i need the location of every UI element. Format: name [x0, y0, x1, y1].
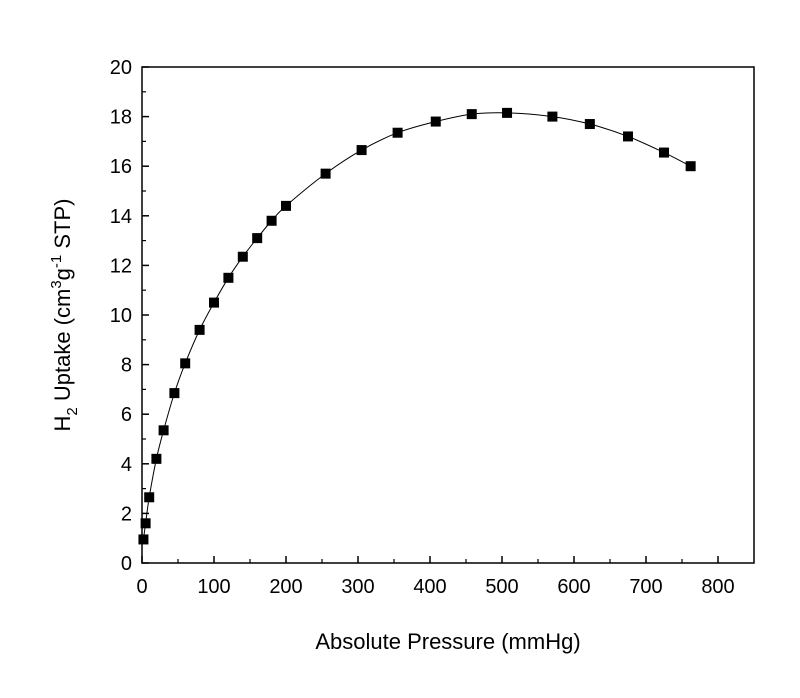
data-point — [502, 107, 513, 118]
y-axis-title-prefix: H — [50, 416, 75, 432]
data-point — [158, 425, 169, 436]
data-point — [623, 131, 633, 142]
y-axis-title: H2 Uptake (cm3g-1 STP) — [48, 199, 81, 432]
data-point — [466, 109, 477, 120]
y-tick-label: 6 — [121, 404, 132, 426]
x-tick-label: 800 — [701, 576, 734, 598]
y-tick-label: 14 — [110, 206, 132, 228]
y-tick-label: 4 — [121, 454, 132, 476]
data-point — [659, 147, 669, 158]
x-tick-label: 200 — [269, 576, 302, 598]
data-point — [356, 145, 367, 156]
x-tick-label: 0 — [136, 576, 147, 598]
plot-frame — [141, 66, 755, 564]
x-tick-label: 400 — [413, 576, 446, 598]
x-tick-label: 500 — [485, 576, 518, 598]
data-point — [685, 161, 696, 172]
y-axis-title-suffix: STP) — [50, 199, 75, 255]
data-point — [144, 492, 155, 503]
data-point — [138, 534, 149, 545]
data-point — [281, 200, 291, 211]
y-tick-label: 20 — [110, 57, 132, 79]
data-point — [430, 116, 441, 127]
y-axis-title-sup2: -1 — [48, 255, 65, 268]
x-tick-label: 700 — [629, 576, 662, 598]
data-point — [252, 233, 263, 244]
x-axis-title: Absolute Pressure (mmHg) — [315, 629, 580, 654]
data-point — [151, 453, 162, 464]
data-points — [138, 107, 696, 545]
data-point — [180, 358, 191, 369]
data-point — [140, 518, 151, 529]
data-point — [237, 251, 248, 262]
data-point — [320, 168, 331, 179]
data-point — [392, 127, 403, 138]
x-tick-label: 600 — [557, 576, 590, 598]
x-tick-label: 300 — [341, 576, 374, 598]
y-tick-label: 8 — [121, 355, 132, 377]
y-axis-title-sup1: 3 — [48, 280, 65, 288]
data-point — [584, 119, 595, 130]
y-axis-title-mid: Uptake (cm — [50, 289, 75, 408]
data-point — [266, 215, 277, 226]
y-tick-label: 10 — [110, 305, 132, 327]
y-axis-title-g: g — [50, 268, 75, 280]
fit-curve — [142, 112, 691, 540]
y-tick-label: 2 — [121, 503, 132, 525]
x-tick-label: 100 — [197, 576, 230, 598]
y-tick-label: 16 — [110, 156, 132, 178]
y-tick-label: 12 — [110, 255, 132, 277]
data-point — [547, 111, 558, 122]
data-point — [194, 324, 205, 335]
y-tick-label: 0 — [121, 553, 132, 575]
axis-ticks: 0 100 200 300 400 500 600 700 800 0 2 4 6 8 10 12 14 16 18… — [110, 57, 735, 598]
data-point — [209, 297, 219, 308]
y-axis-title-sub: 2 — [64, 407, 81, 415]
y-tick-label: 18 — [110, 107, 132, 129]
data-point — [169, 388, 180, 399]
data-point — [223, 272, 234, 283]
